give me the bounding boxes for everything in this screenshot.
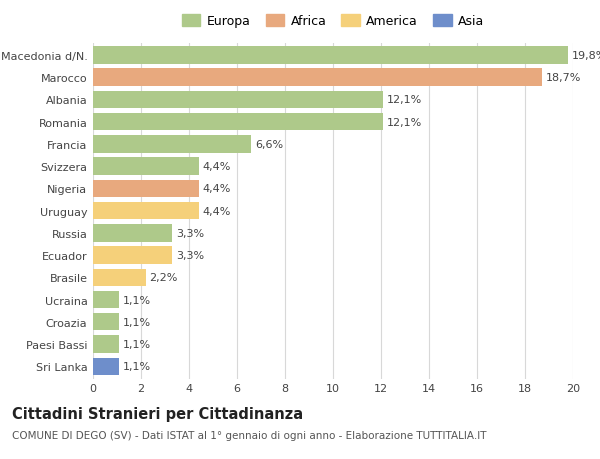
Bar: [93, 358, 119, 375]
Bar: [93, 47, 568, 64]
Text: 4,4%: 4,4%: [202, 162, 230, 172]
Bar: [93, 269, 146, 286]
Text: 19,8%: 19,8%: [572, 51, 600, 61]
Text: 6,6%: 6,6%: [255, 140, 283, 150]
Bar: [93, 224, 172, 242]
Text: 1,1%: 1,1%: [123, 362, 151, 371]
Text: 4,4%: 4,4%: [202, 184, 230, 194]
Bar: [93, 291, 119, 308]
Text: 1,1%: 1,1%: [123, 317, 151, 327]
Text: 1,1%: 1,1%: [123, 295, 151, 305]
Bar: [93, 247, 172, 264]
Bar: [93, 158, 199, 175]
Text: 2,2%: 2,2%: [149, 273, 178, 283]
Bar: [93, 136, 251, 153]
Text: 3,3%: 3,3%: [176, 251, 204, 261]
Text: 12,1%: 12,1%: [387, 118, 422, 127]
Bar: [93, 114, 383, 131]
Bar: [93, 202, 199, 220]
Bar: [93, 69, 542, 87]
Bar: [93, 180, 199, 198]
Text: 4,4%: 4,4%: [202, 206, 230, 216]
Text: 12,1%: 12,1%: [387, 95, 422, 105]
Bar: [93, 91, 383, 109]
Text: 18,7%: 18,7%: [545, 73, 581, 83]
Legend: Europa, Africa, America, Asia: Europa, Africa, America, Asia: [179, 12, 487, 31]
Text: Cittadini Stranieri per Cittadinanza: Cittadini Stranieri per Cittadinanza: [12, 406, 303, 421]
Text: 1,1%: 1,1%: [123, 339, 151, 349]
Bar: [93, 336, 119, 353]
Bar: [93, 313, 119, 331]
Text: 3,3%: 3,3%: [176, 228, 204, 238]
Text: COMUNE DI DEGO (SV) - Dati ISTAT al 1° gennaio di ogni anno - Elaborazione TUTTI: COMUNE DI DEGO (SV) - Dati ISTAT al 1° g…: [12, 431, 487, 441]
